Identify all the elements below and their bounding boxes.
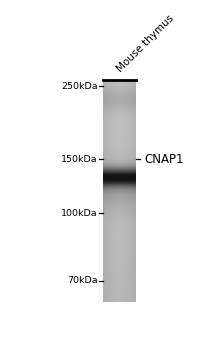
Text: Mouse thymus: Mouse thymus	[115, 13, 175, 74]
Text: 70kDa: 70kDa	[67, 276, 97, 285]
Text: 150kDa: 150kDa	[61, 155, 97, 164]
Text: 250kDa: 250kDa	[61, 82, 97, 91]
Text: 100kDa: 100kDa	[61, 209, 97, 218]
Text: CNAP1: CNAP1	[144, 153, 183, 166]
